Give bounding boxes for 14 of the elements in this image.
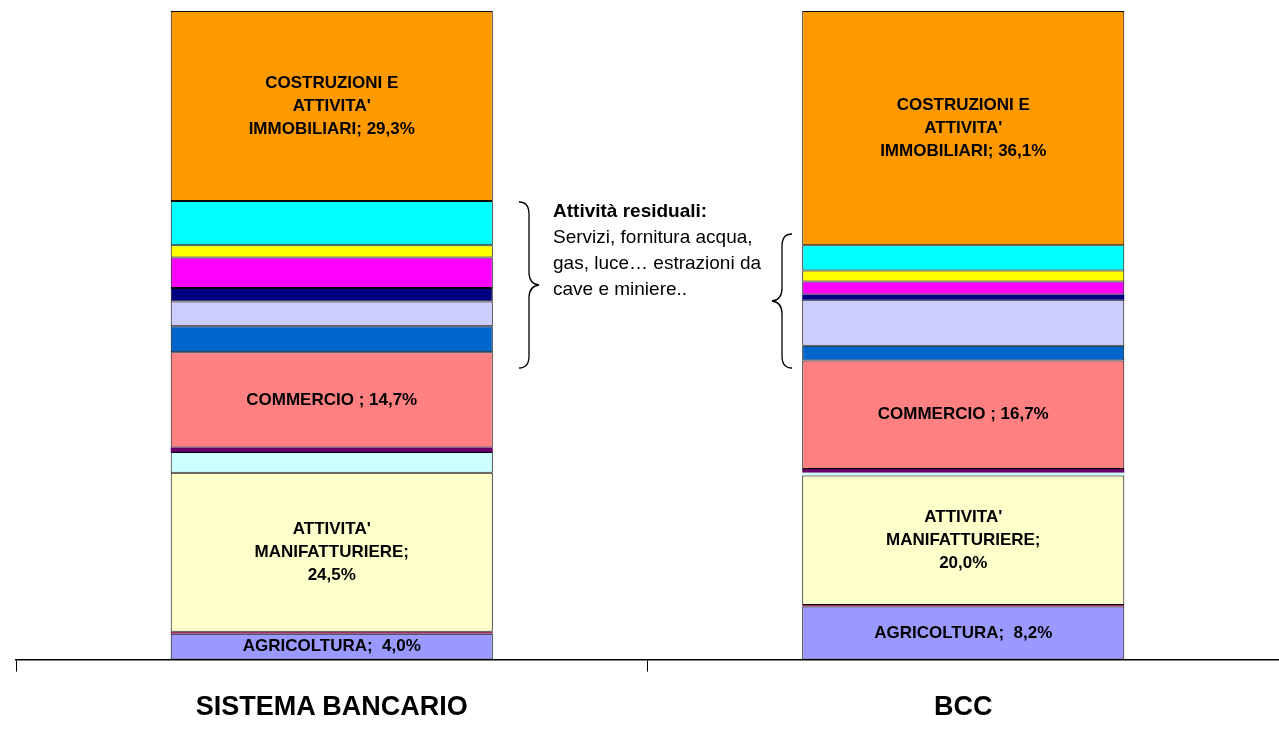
- data-label: COSTRUZIONI E ATTIVITA' IMMOBILIARI; 29,3%: [248, 72, 415, 138]
- data-label: AGRICOLTURA; 8,2%: [874, 622, 1053, 642]
- data-label: ATTIVITA' MANIFATTURIERE; 24,5%: [254, 518, 410, 584]
- annotation: Servizi, fornitura acqua, gas, luce… estrazioni da cave e miniere..: [553, 226, 762, 299]
- annotation: Attività residuali:: [553, 199, 709, 223]
- x-tick-label: BCC: [934, 691, 993, 722]
- data-label: AGRICOLTURA; 4,0%: [242, 636, 421, 656]
- x-tick-label: SISTEMA BANCARIO: [195, 691, 468, 722]
- data-label: COMMERCIO ; 14,7%: [246, 389, 418, 409]
- bar: [802, 468, 1125, 473]
- data-label: COMMERCIO ; 16,7%: [877, 404, 1049, 424]
- bar: [802, 294, 1125, 300]
- data-label: COSTRUZIONI E ATTIVITA' IMMOBILIARI; 36,1%: [880, 94, 1047, 160]
- data-label: ATTIVITA' MANIFATTURIERE; 20,0%: [885, 506, 1041, 572]
